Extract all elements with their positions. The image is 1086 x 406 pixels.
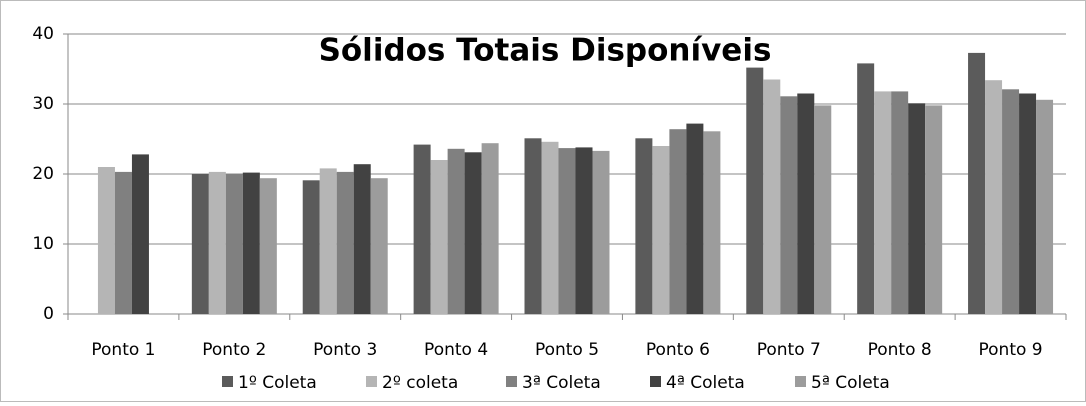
x-tick-label: Ponto 6 — [646, 340, 710, 360]
bar — [814, 105, 832, 315]
bar — [319, 168, 337, 314]
y-tick-label: 20 — [32, 164, 54, 184]
bar — [686, 123, 704, 314]
legend-swatch — [650, 376, 661, 387]
bar — [985, 80, 1003, 314]
legend-swatch — [506, 376, 517, 387]
bar — [353, 164, 371, 314]
bar — [259, 178, 277, 314]
bar — [635, 138, 653, 314]
bar — [908, 103, 926, 314]
bar — [97, 167, 115, 314]
bar — [131, 154, 149, 314]
bar — [114, 171, 132, 314]
bar — [413, 144, 431, 314]
legend-label: 2º coleta — [382, 373, 458, 393]
x-tick-label: Ponto 2 — [202, 340, 266, 360]
legend-swatch — [366, 376, 377, 387]
bar — [592, 150, 610, 314]
x-tick-label: Ponto 1 — [91, 340, 155, 360]
bar — [1036, 99, 1054, 314]
bar — [1002, 89, 1020, 314]
legend-label: 1º Coleta — [238, 373, 317, 393]
y-tick-label: 40 — [32, 24, 54, 44]
bar — [481, 143, 499, 314]
bar — [370, 178, 388, 314]
bar — [874, 91, 892, 315]
bar — [780, 96, 798, 314]
bar — [541, 141, 559, 314]
x-tick-label: Ponto 7 — [757, 340, 821, 360]
bar — [225, 174, 243, 314]
x-tick-label: Ponto 8 — [868, 340, 932, 360]
bar — [925, 105, 943, 315]
legend-swatch — [795, 376, 806, 387]
bar — [208, 171, 226, 314]
bar — [1019, 93, 1037, 314]
y-tick-label: 0 — [43, 304, 54, 324]
bar — [430, 160, 448, 314]
y-tick-label: 10 — [32, 234, 54, 254]
chart-title: Sólidos Totais Disponíveis — [319, 33, 772, 69]
bar — [763, 79, 781, 314]
bar — [746, 67, 764, 314]
bar — [703, 131, 721, 314]
bar — [447, 148, 465, 314]
x-tick-label: Ponto 3 — [313, 340, 377, 360]
bar — [336, 171, 354, 314]
x-tick-label: Ponto 4 — [424, 340, 488, 360]
bar — [575, 147, 593, 314]
bar — [464, 152, 482, 314]
bar — [797, 93, 815, 314]
legend-label: 3ª Coleta — [522, 373, 601, 393]
legend-label: 5ª Coleta — [811, 373, 890, 393]
bar — [968, 52, 986, 315]
bar — [891, 91, 909, 315]
bar — [652, 146, 670, 314]
bar — [302, 180, 320, 314]
legend-label: 4ª Coleta — [666, 373, 745, 393]
bar — [558, 148, 576, 314]
bar — [669, 129, 687, 314]
bar — [191, 174, 209, 314]
x-tick-label: Ponto 5 — [535, 340, 599, 360]
legend-swatch — [222, 376, 233, 387]
bar — [242, 172, 260, 314]
bar — [857, 63, 875, 315]
y-tick-label: 30 — [32, 94, 54, 114]
x-tick-label: Ponto 9 — [979, 340, 1043, 360]
bar — [524, 138, 542, 314]
